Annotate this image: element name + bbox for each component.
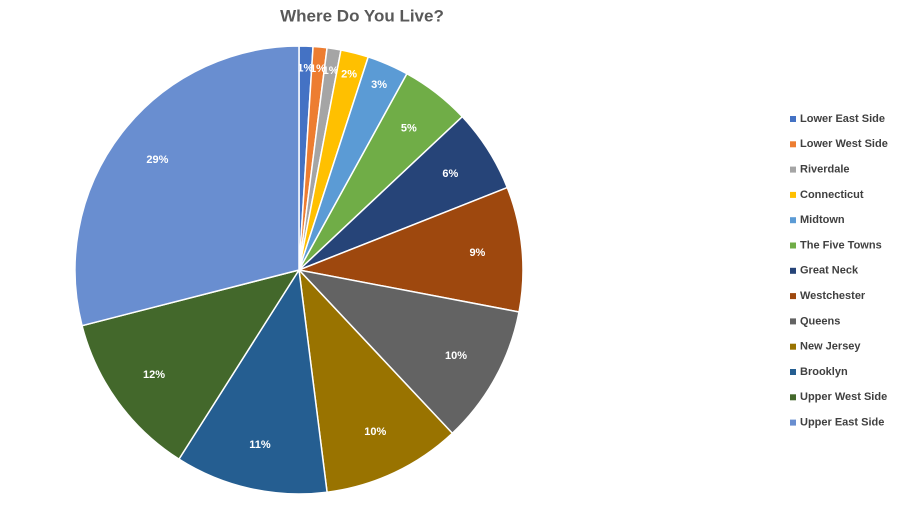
legend-label: Lower West Side [800, 138, 888, 150]
legend-swatch [790, 166, 796, 173]
legend-label: New Jersey [800, 341, 861, 353]
pie-slice [177, 267, 328, 495]
data-label: 9% [469, 247, 485, 259]
data-label: 10% [445, 350, 467, 362]
legend-swatch [790, 293, 796, 300]
legend-label: Brooklyn [800, 366, 848, 378]
legend-swatch [790, 419, 796, 426]
legend-label: The Five Towns [800, 239, 882, 251]
data-label: 5% [401, 122, 417, 134]
data-label: 10% [364, 426, 386, 438]
legend-swatch [790, 116, 796, 122]
data-label: 2% [341, 69, 357, 81]
legend-label: Connecticut [800, 189, 864, 201]
data-label: 6% [442, 168, 458, 180]
data-label: 1% [297, 62, 313, 74]
legend-swatch [790, 267, 796, 274]
data-label: 12% [143, 369, 165, 381]
legend-label: Riverdale [800, 164, 850, 176]
legend-label: Westchester [800, 290, 866, 302]
pie-slice [296, 268, 520, 435]
pie-slice [74, 45, 300, 327]
data-label: 11% [249, 439, 271, 451]
pie-slice [296, 186, 524, 313]
legend-label: Great Neck [800, 265, 859, 277]
data-label: 1% [323, 65, 339, 77]
chart-title: Where Do You Live? [280, 6, 444, 25]
legend-swatch [790, 318, 796, 325]
legend-label: Midtown [800, 214, 845, 226]
legend-swatch [790, 343, 796, 350]
data-label: 3% [371, 79, 387, 91]
legend-swatch [790, 394, 796, 401]
legend-label: Upper East Side [800, 417, 884, 429]
pie-slice [297, 267, 454, 494]
legend-label: Lower East Side [800, 113, 885, 125]
legend-swatch [790, 242, 796, 249]
legend-swatch [790, 191, 796, 198]
legend-swatch [790, 141, 796, 148]
legend-swatch [790, 217, 796, 224]
legend-label: Upper West Side [800, 391, 887, 403]
data-label: 29% [146, 154, 168, 166]
data-label: 1% [310, 63, 326, 75]
legend-swatch [790, 369, 796, 375]
legend-label: Queens [800, 315, 840, 327]
pie-slice [81, 268, 301, 461]
